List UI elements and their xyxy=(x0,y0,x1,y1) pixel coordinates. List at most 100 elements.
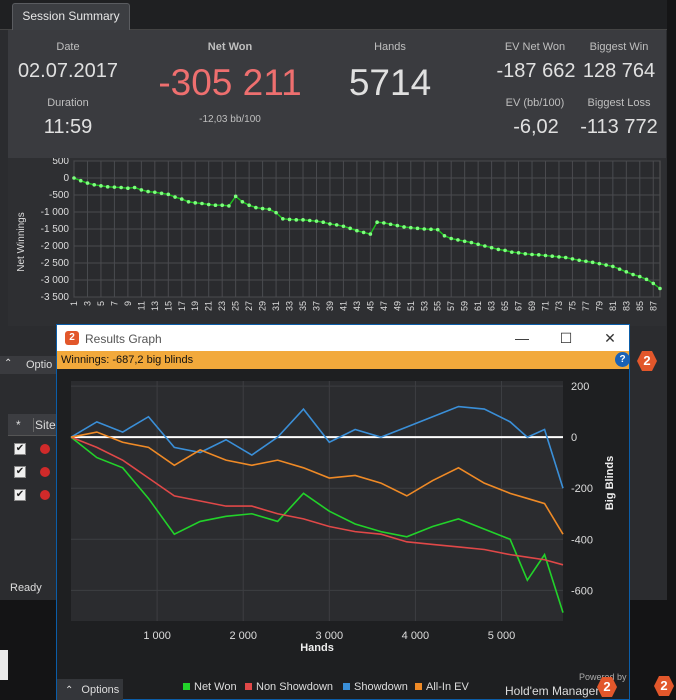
data-point xyxy=(92,183,97,187)
y-tick-label: -1 500 xyxy=(41,224,70,235)
x-tick-label: 51 xyxy=(406,301,416,311)
x-tick-label: 9 xyxy=(123,301,133,306)
y-tick-label: 500 xyxy=(52,158,69,167)
data-point xyxy=(382,221,386,225)
hm-logo-icon: 2 xyxy=(654,676,674,696)
legend-non-showdown[interactable]: Non Showdown xyxy=(245,681,333,693)
data-point xyxy=(240,200,245,204)
data-point xyxy=(193,201,198,205)
x-tick-label: 2 000 xyxy=(229,630,257,642)
options-bar-behind[interactable]: ⌃ Optio xyxy=(0,356,62,374)
chart-x-axis-label: Hands xyxy=(300,642,334,654)
y-tick-label: -3 000 xyxy=(41,275,70,286)
data-point xyxy=(78,178,83,183)
legend-all-in-ev[interactable]: All-In EV xyxy=(415,681,469,693)
options-button[interactable]: ⌃ Options xyxy=(57,679,123,700)
data-point xyxy=(153,190,157,195)
options-label: Options xyxy=(81,684,120,696)
help-icon[interactable]: ? xyxy=(615,352,630,367)
site-icon xyxy=(40,490,50,500)
data-point xyxy=(429,227,433,232)
data-point xyxy=(584,259,588,264)
data-point xyxy=(388,222,393,227)
x-tick-label: 4 000 xyxy=(402,630,430,642)
y-tick-label: -1 000 xyxy=(41,207,70,218)
data-point xyxy=(307,218,312,223)
col-header-star[interactable]: * xyxy=(16,418,21,432)
session-net-winnings-chart: Net Winnings 500 0 -500 -1 000 -1 500 -2 000 -… xyxy=(16,156,662,311)
results-graph-window: 2 Results Graph — ☐ ✕ Winnings: -687,2 b… xyxy=(56,324,657,700)
data-point xyxy=(597,261,602,266)
tab-session-summary[interactable]: Session Summary xyxy=(12,3,130,30)
x-tick-label: 45 xyxy=(365,301,375,311)
data-point xyxy=(489,245,494,250)
data-point xyxy=(496,247,501,252)
row-checkbox[interactable]: ✔ xyxy=(14,466,26,478)
x-tick-label: 61 xyxy=(473,301,483,311)
y-tick-label: -2 000 xyxy=(41,241,70,252)
legend-net-won[interactable]: Net Won xyxy=(183,681,237,693)
x-tick-label: 23 xyxy=(217,301,227,311)
x-tick-label: 79 xyxy=(594,301,604,311)
biggest-win-label: Biggest Win xyxy=(589,41,649,53)
x-tick-label: 65 xyxy=(500,301,510,311)
data-point xyxy=(301,218,305,222)
date-label: Date xyxy=(56,41,80,53)
y-tick-label: -200 xyxy=(571,483,593,495)
col-header-site[interactable]: Site xyxy=(35,418,56,432)
showdown-line xyxy=(70,405,564,489)
x-tick-label: 63 xyxy=(487,301,497,311)
data-point xyxy=(348,226,352,231)
data-point xyxy=(543,253,548,258)
col-divider xyxy=(33,418,34,432)
ev-bb-value: -6,02 xyxy=(513,116,559,138)
scrollbar-strip[interactable] xyxy=(667,0,676,600)
data-point xyxy=(220,203,224,207)
data-point xyxy=(456,238,460,242)
x-tick-label: 69 xyxy=(527,301,537,311)
legend-swatch xyxy=(343,683,350,690)
data-point xyxy=(368,232,373,236)
close-button[interactable]: ✕ xyxy=(604,330,616,346)
minimize-button[interactable]: — xyxy=(515,330,529,346)
x-tick-label: 17 xyxy=(177,301,187,311)
x-tick-label: 55 xyxy=(433,301,443,311)
data-point xyxy=(281,217,285,221)
y-tick-label: -600 xyxy=(571,585,593,597)
x-tick-label: 75 xyxy=(567,301,577,311)
data-point xyxy=(435,227,440,232)
data-point xyxy=(341,224,346,229)
x-tick-label: 27 xyxy=(244,301,254,311)
hm-logo-icon: 2 xyxy=(597,677,617,697)
title-bar[interactable]: 2 Results Graph — ☐ ✕ xyxy=(57,325,629,351)
data-point xyxy=(139,188,144,192)
biggest-win-value: 128 764 xyxy=(582,60,656,82)
session-graph-panel: Net Winnings 500 0 -500 -1 000 -1 500 -2 000 -… xyxy=(8,156,666,326)
row-checkbox[interactable]: ✔ xyxy=(14,489,26,501)
hands-value: 5714 xyxy=(348,62,432,103)
data-point xyxy=(247,203,251,207)
data-point xyxy=(590,260,595,265)
legend-showdown[interactable]: Showdown xyxy=(343,681,408,693)
data-point xyxy=(361,230,366,235)
legend-label: Non Showdown xyxy=(256,681,334,693)
data-point xyxy=(159,191,164,196)
x-tick-label: 3 000 xyxy=(316,630,344,642)
data-point xyxy=(105,185,110,189)
row-checkbox[interactable]: ✔ xyxy=(14,443,26,455)
data-point xyxy=(577,258,581,263)
x-tick-label: 1 000 xyxy=(143,630,171,642)
data-point xyxy=(536,253,541,257)
data-point xyxy=(516,251,521,255)
sessions-table-header: * Site xyxy=(8,414,62,436)
x-tick-label: 59 xyxy=(460,301,470,311)
data-point xyxy=(462,239,467,244)
x-tick-label: 1 xyxy=(69,301,79,306)
options-label-behind: Optio xyxy=(26,359,53,371)
net-won-line xyxy=(70,436,564,613)
biggest-loss-value: -113 772 xyxy=(580,116,658,138)
data-point xyxy=(233,194,238,199)
maximize-button[interactable]: ☐ xyxy=(559,330,573,346)
data-point xyxy=(200,201,204,206)
data-point xyxy=(206,202,211,207)
